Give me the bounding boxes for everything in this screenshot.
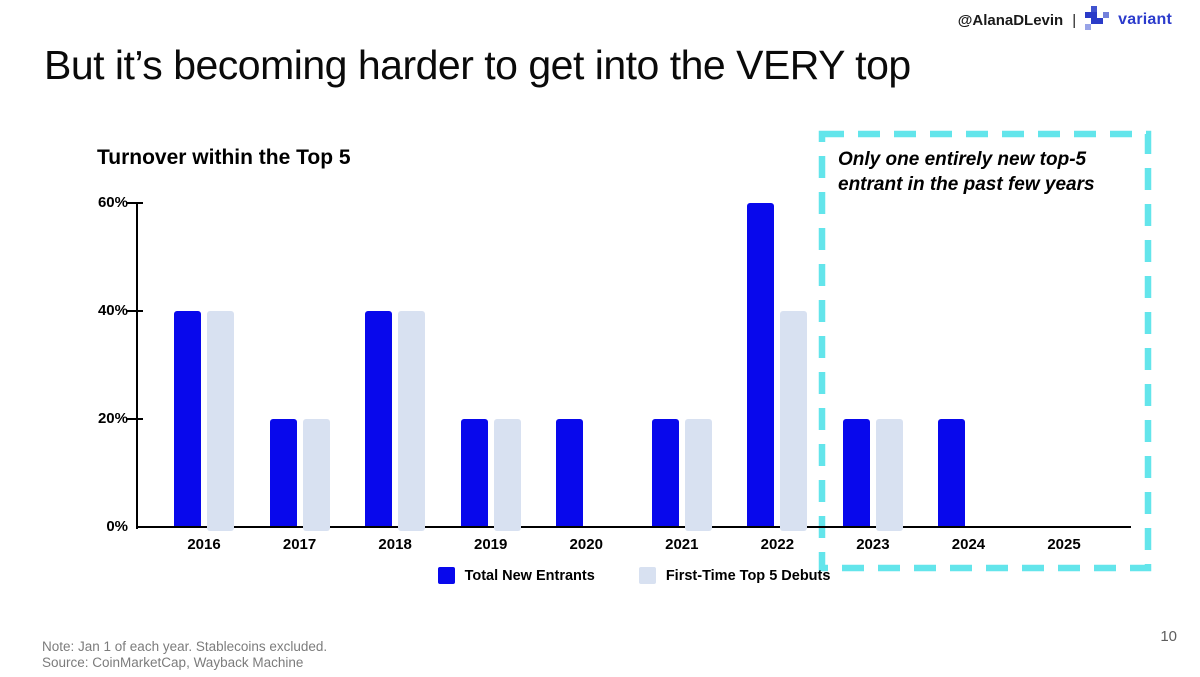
x-axis-label-2019: 2019 <box>473 536 508 553</box>
bar-total-new-entrants-2020 <box>556 419 584 527</box>
slide-header: @AlanaDLevin | variant <box>957 5 1172 35</box>
x-axis-label-2018: 2018 <box>378 536 412 553</box>
y-tick-label: 20% <box>97 410 128 427</box>
variant-logo-icon <box>1085 5 1110 35</box>
x-axis-label-2025: 2025 <box>1047 536 1081 553</box>
x-axis-label-2021: 2021 <box>665 536 699 553</box>
bar-first-time-debuts-2018 <box>398 311 426 531</box>
bar-first-time-debuts-2016 <box>207 311 234 531</box>
bar-total-new-entrants-2024 <box>938 419 966 527</box>
author-handle: @AlanaDLevin <box>957 11 1064 29</box>
footer-notes: Note: Jan 1 of each year. Stablecoins ex… <box>42 639 327 672</box>
y-tick-label: 0% <box>106 518 128 535</box>
y-tick-label: 40% <box>97 302 128 319</box>
y-tick-label: 60% <box>97 194 128 211</box>
bar-total-new-entrants-2016 <box>174 311 201 527</box>
x-axis-label-2022: 2022 <box>760 536 795 553</box>
legend-label: First-Time Top 5 Debuts <box>665 567 831 584</box>
x-axis-line <box>136 526 1131 528</box>
header-separator: | <box>1072 11 1077 29</box>
x-axis-label-2023: 2023 <box>856 536 890 553</box>
x-axis-label-2017: 2017 <box>282 536 317 553</box>
legend-swatch-icon <box>437 567 455 584</box>
y-axis-line <box>136 203 138 529</box>
bar-first-time-debuts-2021 <box>684 419 712 531</box>
legend-item: Total New Entrants <box>437 567 595 584</box>
bar-total-new-entrants-2018 <box>365 311 393 527</box>
y-tick-mark <box>127 418 143 420</box>
footer-source-line: Source: CoinMarketCap, Wayback Machine <box>42 655 304 671</box>
x-axis-label-2020: 2020 <box>569 536 603 553</box>
chart-legend: Total New Entrants First-Time Top 5 Debut… <box>137 567 1131 584</box>
x-axis-label-2024: 2024 <box>951 536 986 553</box>
page-number: 10 <box>1160 628 1177 645</box>
legend-item: First-Time Top 5 Debuts <box>638 567 831 584</box>
chart-title: Turnover within the Top 5 <box>97 146 351 169</box>
annotation-line-2: entrant in the past few years <box>838 174 1095 196</box>
bar-total-new-entrants-2023 <box>842 419 870 527</box>
bar-total-new-entrants-2021 <box>651 419 679 527</box>
brand-name: variant <box>1118 11 1172 28</box>
bar-total-new-entrants-2019 <box>460 419 488 527</box>
highlight-box <box>818 130 1152 572</box>
bar-total-new-entrants-2022 <box>747 203 775 527</box>
annotation-text: Only one entirely new top-5 entrant in t… <box>838 147 1138 197</box>
annotation-line-1: Only one entirely new top-5 <box>838 149 1087 170</box>
bar-first-time-debuts-2017 <box>302 419 330 531</box>
bar-first-time-debuts-2019 <box>493 419 521 531</box>
y-tick-mark <box>127 202 143 204</box>
legend-swatch-icon <box>638 567 656 584</box>
x-axis-label-2016: 2016 <box>187 536 221 553</box>
bar-first-time-debuts-2023 <box>875 419 903 531</box>
slide-title: But it’s becoming harder to get into the… <box>44 42 911 88</box>
bar-total-new-entrants-2017 <box>269 419 297 527</box>
bar-first-time-debuts-2022 <box>780 311 808 531</box>
y-tick-mark <box>127 310 143 312</box>
footer-note-line: Note: Jan 1 of each year. Stablecoins ex… <box>42 639 328 654</box>
legend-label: Total New Entrants <box>464 567 595 584</box>
